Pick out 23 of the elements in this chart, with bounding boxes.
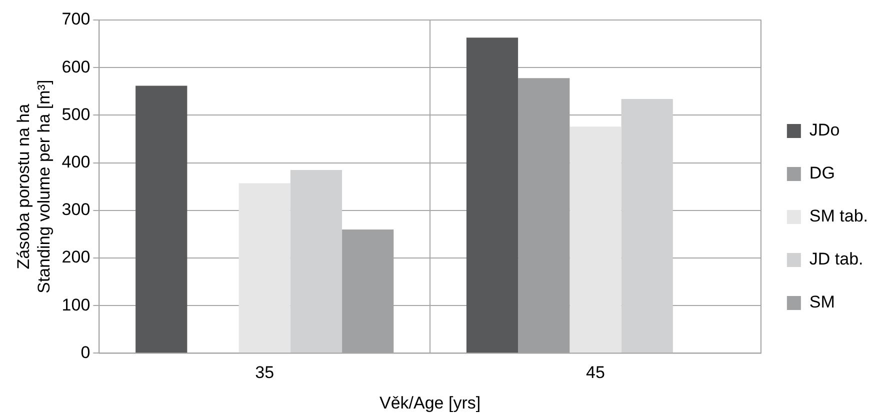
legend-label: SM tab. bbox=[809, 206, 868, 226]
legend-label: DG bbox=[809, 164, 835, 183]
y-tick-label: 0 bbox=[80, 342, 90, 362]
x-tick-label: 45 bbox=[586, 363, 605, 382]
legend-label: JDo bbox=[809, 120, 840, 140]
y-tick-label: 600 bbox=[62, 57, 90, 76]
bar bbox=[136, 86, 188, 353]
y-axis-title: Zásoba porostu na ha Standing volume per ha [m³] bbox=[14, 80, 54, 294]
y-tick-label: 200 bbox=[62, 248, 90, 267]
bar bbox=[290, 170, 342, 353]
x-axis-title: Věk/Age [yrs] bbox=[379, 393, 481, 412]
bar bbox=[466, 38, 518, 353]
bar bbox=[238, 183, 290, 353]
bar bbox=[570, 126, 622, 353]
legend-label: SM bbox=[809, 292, 835, 312]
y-tick-label: 100 bbox=[62, 295, 90, 314]
x-tick-label: 35 bbox=[255, 363, 274, 382]
y-tick-label: 700 bbox=[62, 10, 90, 29]
y-tick-label: 400 bbox=[62, 152, 90, 172]
legend-label: JD tab. bbox=[809, 250, 864, 269]
y-tick-label: 500 bbox=[62, 104, 90, 124]
y-tick-label: 300 bbox=[62, 200, 90, 220]
bar bbox=[621, 99, 673, 353]
